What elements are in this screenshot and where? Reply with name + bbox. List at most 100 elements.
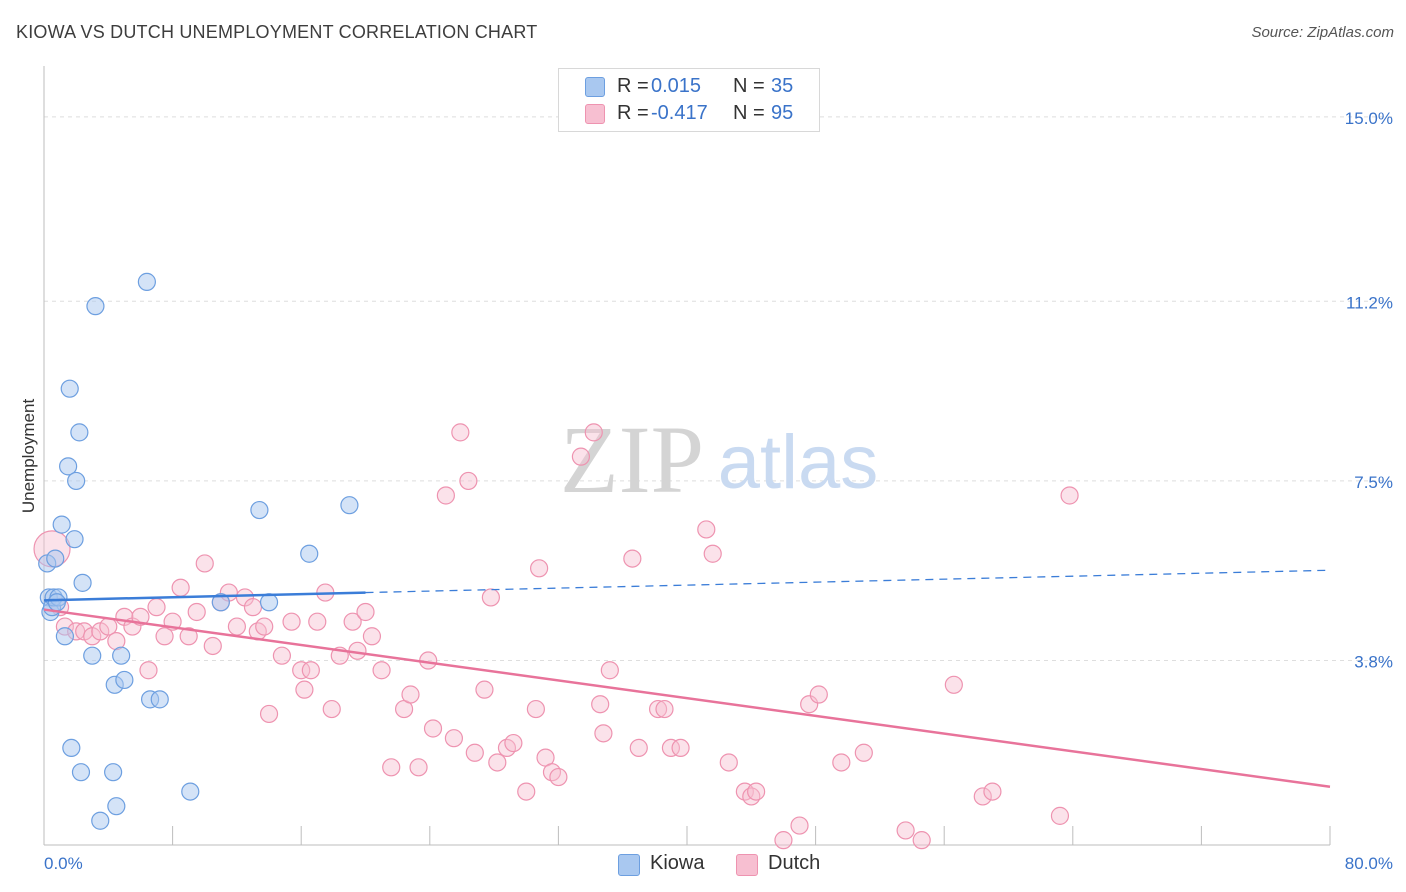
- kiowa-point: [67, 471, 86, 491]
- kiowa-point: [59, 457, 78, 476]
- grid-lines: [44, 116, 1392, 662]
- correlation-legend: R = 0.015 N = 35 R = -0.417 N = 95: [558, 68, 820, 132]
- dutch-point: [697, 520, 716, 539]
- kiowa-points: [38, 272, 359, 830]
- watermark: ZIP atlas: [560, 406, 878, 513]
- dutch-point: [1050, 806, 1070, 825]
- dutch-point: [475, 680, 494, 699]
- dutch-point: [719, 753, 738, 772]
- dutch-point: [343, 612, 362, 631]
- kiowa-point: [104, 763, 123, 782]
- y-tick-label: 7.5%: [1354, 473, 1393, 492]
- kiowa-r-label: R =: [617, 75, 649, 97]
- x-tick-label: 80.0%: [1345, 854, 1393, 873]
- dutch-point: [203, 636, 222, 656]
- dutch-point: [629, 738, 648, 758]
- dutch-n-value: 95: [771, 102, 794, 124]
- dutch-point: [526, 699, 545, 719]
- dutch-point: [356, 602, 375, 622]
- dutch-point: [255, 617, 274, 636]
- dutch-point: [504, 733, 523, 753]
- kiowa-point: [211, 593, 230, 612]
- dutch-point: [372, 661, 391, 680]
- kiowa-point: [52, 515, 71, 534]
- dutch-point: [409, 758, 428, 777]
- dutch-point: [944, 675, 963, 694]
- kiowa-legend-label: Kiowa: [650, 852, 705, 874]
- y-tick-label: 15.0%: [1345, 109, 1393, 128]
- dutch-point: [139, 661, 158, 680]
- dutch-point: [282, 612, 301, 631]
- source-label: Source: ZipAtlas.com: [1251, 24, 1394, 41]
- y-tick-label: 11.2%: [1346, 293, 1393, 312]
- dutch-point: [322, 699, 341, 719]
- dutch-point: [671, 738, 690, 758]
- dutch-point: [591, 695, 610, 714]
- dutch-point: [1060, 486, 1079, 505]
- dutch-legend-swatch: [736, 854, 758, 876]
- kiowa-point: [86, 297, 105, 316]
- dutch-point: [423, 719, 443, 738]
- kiowa-point: [250, 500, 269, 520]
- kiowa-point: [83, 646, 102, 665]
- dutch-point: [465, 743, 484, 762]
- watermark-atlas: atlas: [718, 420, 879, 505]
- axes: [43, 66, 1331, 846]
- kiowa-point: [62, 738, 81, 758]
- kiowa-trend-line: [43, 591, 366, 602]
- dutch-point: [896, 821, 915, 840]
- kiowa-point: [107, 797, 126, 816]
- trend-lines: [43, 569, 1331, 788]
- dutch-point: [517, 782, 536, 801]
- dutch-point: [912, 831, 931, 850]
- kiowa-legend-swatch: [618, 854, 640, 876]
- dutch-point: [774, 831, 793, 850]
- dutch-point: [790, 816, 809, 835]
- dutch-point: [179, 627, 198, 646]
- dutch-point: [308, 612, 327, 631]
- dutch-point: [382, 758, 401, 777]
- dutch-swatch: [585, 104, 605, 124]
- kiowa-point: [60, 379, 79, 398]
- dutch-trend-line: [43, 608, 1331, 788]
- watermark-zip: ZIP: [560, 406, 704, 513]
- kiowa-r-value: 0.015: [651, 75, 702, 97]
- dutch-point: [549, 767, 568, 787]
- kiowa-point: [181, 782, 200, 801]
- dutch-point: [243, 598, 263, 617]
- dutch-point: [171, 578, 190, 597]
- dutch-point: [594, 724, 613, 743]
- dutch-point: [292, 661, 311, 680]
- dutch-point: [488, 753, 507, 772]
- dutch-point: [227, 617, 246, 636]
- dutch-point: [600, 661, 619, 680]
- dutch-point: [655, 699, 674, 719]
- dutch-point: [362, 627, 382, 646]
- dutch-point: [147, 598, 166, 617]
- dutch-point: [155, 627, 174, 646]
- dutch-point: [832, 753, 851, 772]
- dutch-point: [854, 743, 873, 762]
- dutch-point: [187, 602, 206, 622]
- dutch-point: [401, 685, 420, 704]
- kiowa-point: [137, 272, 156, 291]
- kiowa-swatch: [585, 77, 605, 97]
- dutch-n-label: N =: [733, 102, 765, 124]
- dutch-point: [747, 782, 766, 801]
- dutch-point: [703, 544, 722, 563]
- dutch-point: [648, 699, 668, 719]
- dutch-point: [444, 729, 464, 748]
- dutch-point: [259, 704, 279, 724]
- tick-labels: 3.8% 7.5% 11.2% 15.0% 0.0% 80.0%: [44, 109, 1393, 873]
- kiowa-point: [73, 573, 92, 592]
- dutch-point: [272, 646, 292, 665]
- dutch-point: [295, 680, 314, 699]
- kiowa-point: [112, 646, 131, 665]
- dutch-point: [809, 685, 828, 704]
- dutch-r-value: -0.417: [651, 102, 708, 124]
- kiowa-point: [150, 690, 169, 709]
- dutch-point: [623, 549, 642, 568]
- dutch-point: [571, 447, 591, 466]
- dutch-points: [33, 423, 1079, 850]
